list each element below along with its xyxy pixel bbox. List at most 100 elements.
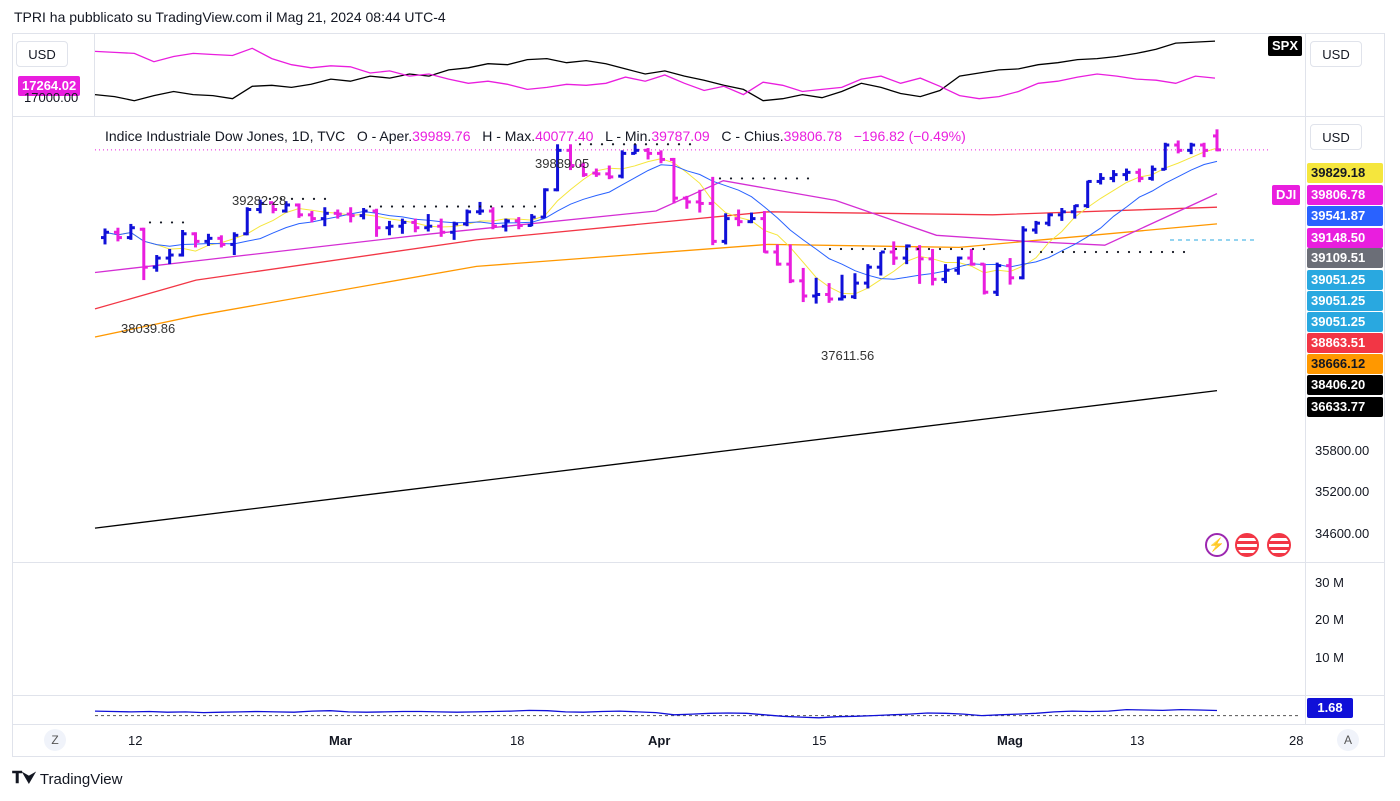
ohlc-bar[interactable] (1187, 142, 1196, 155)
ohlc-bar[interactable] (269, 201, 278, 214)
ohlc-bar[interactable] (902, 244, 911, 265)
ohlc-bar[interactable] (1019, 226, 1028, 280)
ohlc-bar[interactable] (152, 255, 161, 272)
alert-lightning-icon[interactable]: ⚡ (1205, 533, 1229, 557)
ohlc-bar[interactable] (385, 220, 394, 236)
ohlc-bar[interactable] (980, 262, 989, 295)
ohlc-bar[interactable] (463, 209, 472, 227)
ohlc-bar[interactable] (1213, 129, 1221, 152)
ohlc-bar[interactable] (734, 209, 743, 227)
ohlc-bar[interactable] (488, 207, 497, 230)
ohlc-bar[interactable] (501, 218, 510, 232)
ohlc-bar[interactable] (178, 230, 187, 257)
level-dot (478, 205, 482, 208)
ohlc-bar[interactable] (708, 176, 717, 246)
ohlc-bar[interactable] (553, 144, 562, 192)
ohlc-bar[interactable] (243, 207, 252, 236)
time-axis-left-button[interactable]: Z (44, 729, 66, 751)
price-tag-5: 39109.51 (1307, 248, 1383, 268)
ohlc-bar[interactable] (514, 217, 523, 230)
ohlc-bar[interactable] (669, 157, 678, 204)
ohlc-bar[interactable] (721, 213, 730, 245)
ohlc-bar[interactable] (126, 223, 135, 240)
ohlc-bar[interactable] (786, 244, 795, 284)
ohlc-bar[interactable] (928, 248, 937, 286)
ohlc-bar[interactable] (579, 162, 588, 177)
ohlc-bar[interactable] (113, 227, 122, 242)
ohlc-bar[interactable] (773, 244, 782, 266)
ohlc-bar[interactable] (1083, 179, 1092, 208)
ohlc-bar[interactable] (1044, 213, 1053, 227)
ohlc-bar[interactable] (876, 250, 885, 276)
ohlc-bar[interactable] (682, 195, 691, 209)
ohlc-bar[interactable] (294, 203, 303, 218)
ohlc-bar[interactable] (657, 150, 665, 164)
ohlc-bar[interactable] (850, 273, 859, 300)
ohlc-bar[interactable] (359, 208, 368, 220)
ohlc-bar[interactable] (411, 218, 420, 233)
ohlc-bar[interactable] (644, 148, 653, 160)
tradingview-logo[interactable]: 𝐓⮟ TradingView (12, 770, 122, 788)
ohlc-bar[interactable] (889, 241, 898, 265)
currency-button-top-right[interactable]: USD (1310, 41, 1362, 67)
ohlc-bar[interactable] (475, 201, 484, 215)
ohlc-bar[interactable] (217, 235, 226, 248)
ohlc-bar[interactable] (282, 201, 291, 213)
ohlc-bar[interactable] (760, 211, 769, 254)
ohlc-bar[interactable] (863, 264, 872, 289)
ohlc-bar[interactable] (566, 144, 575, 171)
ohlc-bar[interactable] (1096, 173, 1105, 185)
ohlc-bar[interactable] (450, 221, 459, 240)
ohlc-bar[interactable] (954, 256, 963, 275)
ohlc-bar[interactable] (307, 211, 316, 223)
ohlc-bar[interactable] (799, 267, 808, 303)
ohlc-bar[interactable] (424, 214, 433, 232)
ohlc-bar[interactable] (618, 150, 627, 179)
ohlc-bar[interactable] (747, 212, 756, 224)
ohlc-bar[interactable] (695, 189, 704, 213)
ohlc-bar[interactable] (527, 214, 536, 227)
ohlc-bar[interactable] (165, 248, 174, 265)
ohlc-bar[interactable] (605, 165, 614, 180)
ohlc-bar[interactable] (437, 218, 446, 237)
us-flag-icon-2[interactable] (1267, 533, 1291, 557)
ohlc-bar[interactable] (230, 232, 239, 256)
ohlc-bar[interactable] (1122, 168, 1131, 181)
ohlc-bar[interactable] (812, 277, 821, 304)
ohlc-bar[interactable] (540, 188, 549, 219)
ohlc-bar[interactable] (825, 283, 834, 303)
ohlc-bar[interactable] (1161, 142, 1170, 171)
ohlc-bar[interactable] (1109, 170, 1118, 183)
ohlc-bar[interactable] (256, 199, 265, 214)
ohlc-bar[interactable] (333, 209, 342, 219)
ohlc-bar[interactable] (139, 227, 148, 281)
ohlc-bar[interactable] (993, 262, 1002, 296)
ohlc-bar[interactable] (941, 264, 950, 284)
ohlc-bar[interactable] (398, 218, 407, 234)
ohlc-bar[interactable] (1070, 204, 1079, 219)
ohlc-bar[interactable] (915, 245, 924, 284)
ohlc-bar[interactable] (320, 207, 329, 227)
ohlc-bar[interactable] (191, 232, 200, 248)
ohlc-bar[interactable] (1174, 140, 1183, 154)
time-label-8: 28 (1289, 733, 1304, 748)
ohlc-bar[interactable] (372, 208, 381, 237)
ohlc-bar[interactable] (592, 168, 601, 177)
time-axis-right-button[interactable]: A (1337, 729, 1359, 751)
ohlc-bar[interactable] (1006, 258, 1015, 285)
us-flag-icon[interactable] (1235, 533, 1259, 557)
ohlc-bar[interactable] (838, 274, 847, 301)
ohlc-bar[interactable] (1135, 168, 1144, 183)
ohlc-bar[interactable] (1148, 165, 1157, 181)
ohlc-bar[interactable] (967, 248, 976, 266)
ohlc-bar[interactable] (101, 228, 109, 245)
ohlc-bar[interactable] (204, 233, 213, 246)
currency-button-main[interactable]: USD (1310, 124, 1362, 150)
ohlc-bar[interactable] (1200, 142, 1209, 158)
ohlc-bar[interactable] (1057, 208, 1066, 221)
ohlc-bar[interactable] (631, 144, 640, 155)
currency-button-top-left[interactable]: USD (16, 41, 68, 67)
ohlc-bar[interactable] (1031, 220, 1040, 234)
ohlc-bar[interactable] (346, 207, 355, 223)
